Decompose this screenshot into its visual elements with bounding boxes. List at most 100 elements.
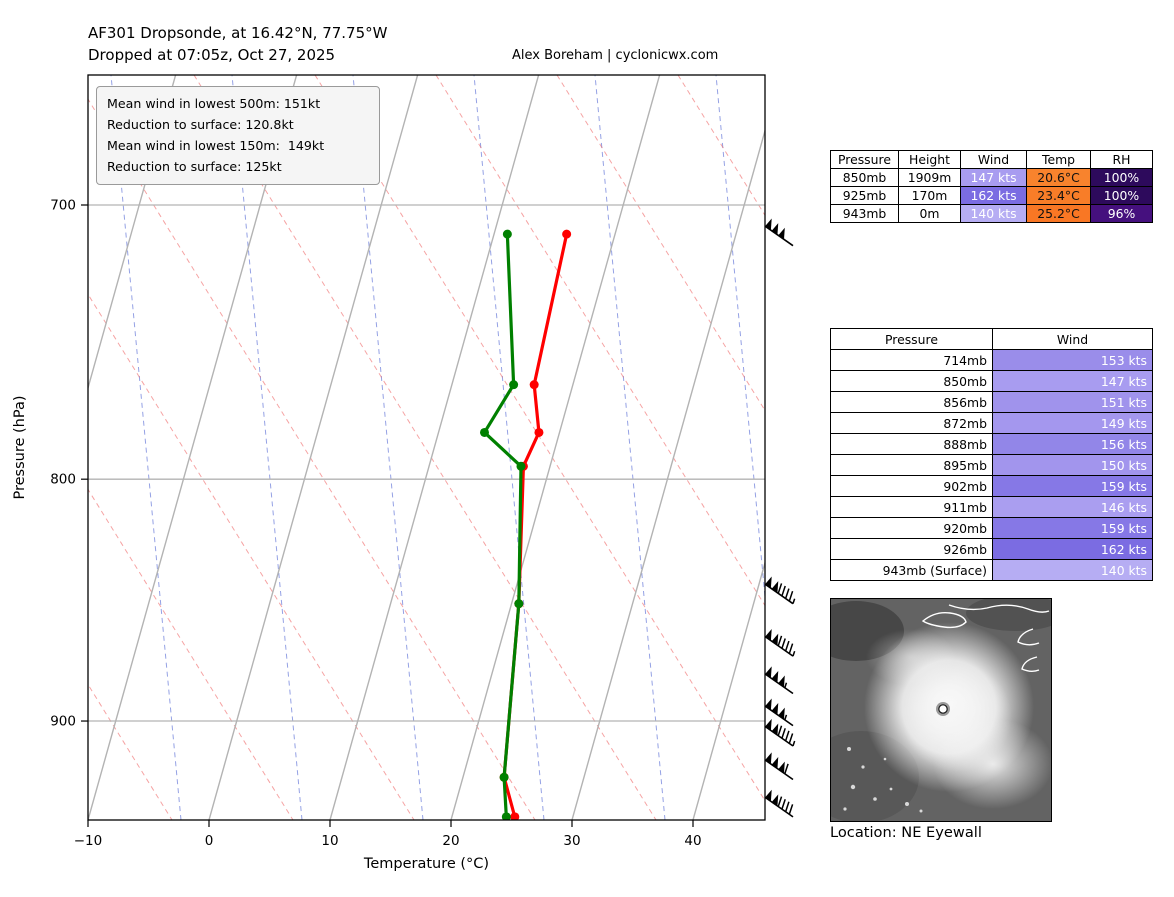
- wind-cell: 146 kts: [992, 496, 1153, 518]
- title-line-2: Dropped at 07:05z, Oct 27, 2025: [88, 46, 336, 64]
- y-tick-label: 800: [50, 472, 76, 488]
- x-tick-label: −10: [74, 833, 103, 849]
- pressure-cell: 926mb: [830, 538, 993, 560]
- summary-header-wind: Wind: [960, 150, 1027, 169]
- wind-cell: 156 kts: [992, 433, 1153, 455]
- wind-table-row: 926mb 162 kts: [830, 538, 1153, 560]
- dry-adiabat-line: [314, 75, 765, 802]
- wind-cell: 162 kts: [960, 186, 1027, 205]
- temperature-point: [529, 380, 539, 390]
- info-line-2: Reduction to surface: 120.8kt: [107, 117, 294, 132]
- dry-adiabat-line: [88, 488, 294, 820]
- pressure-cell: 850mb: [830, 168, 899, 187]
- level-summary-table: Pressure Height Wind Temp RH 850mb 1909m 1…: [830, 150, 1153, 223]
- dry-adiabat-line: [677, 75, 765, 217]
- wind-cell: 140 kts: [960, 204, 1027, 223]
- wind-barb: [764, 629, 796, 657]
- jamaica-coastline: [921, 611, 967, 629]
- summary-header-height: Height: [898, 150, 961, 169]
- isotherm-line: [692, 560, 765, 820]
- height-cell: 170m: [898, 186, 961, 205]
- temp-cell: 23.4°C: [1026, 186, 1091, 205]
- dropsonde-location-marker: [938, 704, 948, 714]
- rh-cell: 100%: [1090, 186, 1153, 205]
- summary-header-pressure: Pressure: [830, 150, 899, 169]
- moist-adiabat-line: [715, 75, 765, 602]
- x-tick-label: 10: [321, 833, 338, 849]
- dry-adiabat-line: [88, 683, 173, 820]
- hispaniola-coastline: [1017, 628, 1040, 672]
- pressure-cell: 872mb: [830, 412, 993, 434]
- isotherm-line: [88, 75, 298, 820]
- moist-adiabat-line: [0, 75, 60, 820]
- dewpoint-point: [501, 812, 511, 820]
- pressure-cell: 925mb: [830, 186, 899, 205]
- wind-cell: 149 kts: [992, 412, 1153, 434]
- pressure-cell: 850mb: [830, 370, 993, 392]
- isotherm-line: [88, 75, 177, 391]
- dewpoint-point: [502, 229, 512, 239]
- pressure-cell: 943mb (Surface): [830, 559, 993, 581]
- wind-barb: [764, 698, 794, 727]
- wind-cell: 147 kts: [960, 168, 1027, 187]
- moist-adiabat-line: [110, 75, 182, 820]
- chart-title-block: AF301 Dropsonde, at 16.42°N, 77.75°W Dro…: [88, 22, 387, 66]
- wind-header-wind: Wind: [992, 328, 1153, 350]
- rh-cell: 100%: [1090, 168, 1153, 187]
- isotherm-line: [571, 128, 765, 820]
- rh-cell: 96%: [1090, 204, 1153, 223]
- wind-cell: 147 kts: [992, 370, 1153, 392]
- satellite-graphic: [803, 595, 1066, 823]
- summary-table-row: 943mb 0m 140 kts 25.2°C 96%: [830, 204, 1153, 223]
- dry-adiabat-line: [799, 75, 825, 820]
- credit-text: Alex Boreham | cyclonicwx.com: [512, 48, 719, 63]
- pressure-cell: 902mb: [830, 475, 993, 497]
- x-tick-label: 20: [442, 833, 459, 849]
- dry-adiabat-line: [88, 293, 415, 820]
- wind-table-row: 888mb 156 kts: [830, 433, 1153, 455]
- pressure-cell: 911mb: [830, 496, 993, 518]
- dry-adiabat-line: [193, 75, 657, 820]
- moist-adiabat-line: [231, 75, 303, 820]
- wind-header-pressure: Pressure: [830, 328, 993, 350]
- wind-table-header-row: Pressure Wind: [830, 328, 1153, 350]
- wind-cell: 150 kts: [992, 454, 1153, 476]
- dewpoint-point: [509, 380, 519, 390]
- dewpoint-point: [516, 461, 526, 471]
- wind-table-row: 850mb 147 kts: [830, 370, 1153, 392]
- pressure-cell: 943mb: [830, 204, 899, 223]
- dewpoint-point: [479, 427, 489, 437]
- summary-table-header-row: Pressure Height Wind Temp RH: [830, 150, 1153, 169]
- x-tick-label: 0: [205, 833, 214, 849]
- wind-by-pressure-table: Pressure Wind 714mb 153 kts 850mb 147 kts 85…: [830, 328, 1153, 581]
- summary-header-rh: RH: [1090, 150, 1153, 169]
- wind-cell: 151 kts: [992, 391, 1153, 413]
- temperature-point: [510, 812, 520, 820]
- wind-cell: 159 kts: [992, 475, 1153, 497]
- height-cell: 0m: [898, 204, 961, 223]
- pressure-cell: 895mb: [830, 454, 993, 476]
- y-axis-label: Pressure (hPa): [12, 395, 28, 499]
- height-cell: 1909m: [898, 168, 961, 187]
- skewt-chart: −10 0 10 20 30 40 700 800 900 Temperature (°C) Pre…: [0, 74, 825, 872]
- outer-rainband: [933, 719, 1053, 809]
- title-line-1: AF301 Dropsonde, at 16.42°N, 77.75°W: [88, 24, 388, 42]
- wind-table-row: 943mb (Surface) 140 kts: [830, 559, 1153, 581]
- y-tick-label: 900: [50, 714, 76, 730]
- satellite-image: [803, 595, 1066, 823]
- wind-table-row: 856mb 151 kts: [830, 391, 1153, 413]
- dark-cloud-patch: [966, 595, 1066, 631]
- wind-cell: 162 kts: [992, 538, 1153, 560]
- satellite-caption: Location: NE Eyewall: [830, 824, 982, 841]
- outer-rainband: [866, 629, 956, 685]
- temp-cell: 20.6°C: [1026, 168, 1091, 187]
- moist-adiabat-line: [473, 75, 545, 820]
- wind-barb: [764, 789, 794, 818]
- chart-gridlines: [0, 75, 825, 820]
- wind-table-row: 902mb 159 kts: [830, 475, 1153, 497]
- info-line-1: Mean wind in lowest 500m: 151kt: [107, 96, 321, 111]
- dewpoint-point: [514, 599, 524, 609]
- y-tick-label: 700: [50, 198, 76, 214]
- wind-table-row: 895mb 150 kts: [830, 454, 1153, 476]
- wind-cell: 140 kts: [992, 559, 1153, 581]
